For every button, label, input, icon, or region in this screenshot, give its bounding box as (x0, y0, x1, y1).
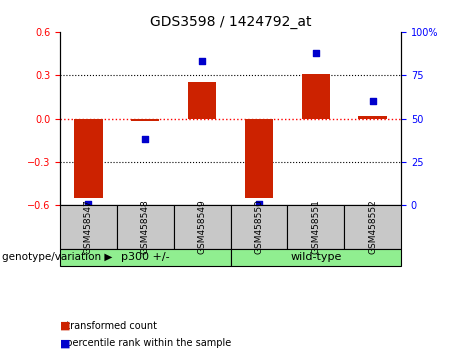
Text: genotype/variation ▶: genotype/variation ▶ (2, 252, 112, 262)
Point (312, 50, 319, 56)
Text: GSM458549: GSM458549 (198, 200, 207, 255)
Bar (74, 119, 102, 198)
Text: ■: ■ (60, 338, 71, 348)
Point (255, 201, 263, 206)
Point (369, 98, 376, 104)
Title: GDS3598 / 1424792_at: GDS3598 / 1424792_at (150, 16, 311, 29)
Bar (358, 116, 387, 119)
Point (142, 137, 149, 142)
Text: percentile rank within the sample: percentile rank within the sample (60, 338, 231, 348)
Text: transformed count: transformed count (60, 321, 157, 331)
Bar (301, 74, 330, 119)
Text: GSM458552: GSM458552 (368, 200, 377, 255)
Bar (230, 249, 401, 266)
Bar (230, 205, 287, 249)
Bar (117, 205, 174, 249)
Bar (131, 119, 160, 121)
Point (85, 201, 92, 206)
Bar (287, 205, 344, 249)
Text: GSM458551: GSM458551 (311, 200, 320, 255)
Text: GSM458547: GSM458547 (84, 200, 93, 255)
Bar (60, 249, 230, 266)
Text: p300 +/-: p300 +/- (121, 252, 170, 262)
Bar (60, 205, 117, 249)
Text: wild-type: wild-type (290, 252, 342, 262)
Text: GSM458550: GSM458550 (254, 200, 263, 255)
Bar (188, 82, 216, 119)
Point (198, 58, 206, 64)
Text: ■: ■ (60, 321, 71, 331)
Bar (245, 119, 273, 198)
Text: GSM458548: GSM458548 (141, 200, 150, 255)
Bar (174, 205, 230, 249)
Bar (344, 205, 401, 249)
